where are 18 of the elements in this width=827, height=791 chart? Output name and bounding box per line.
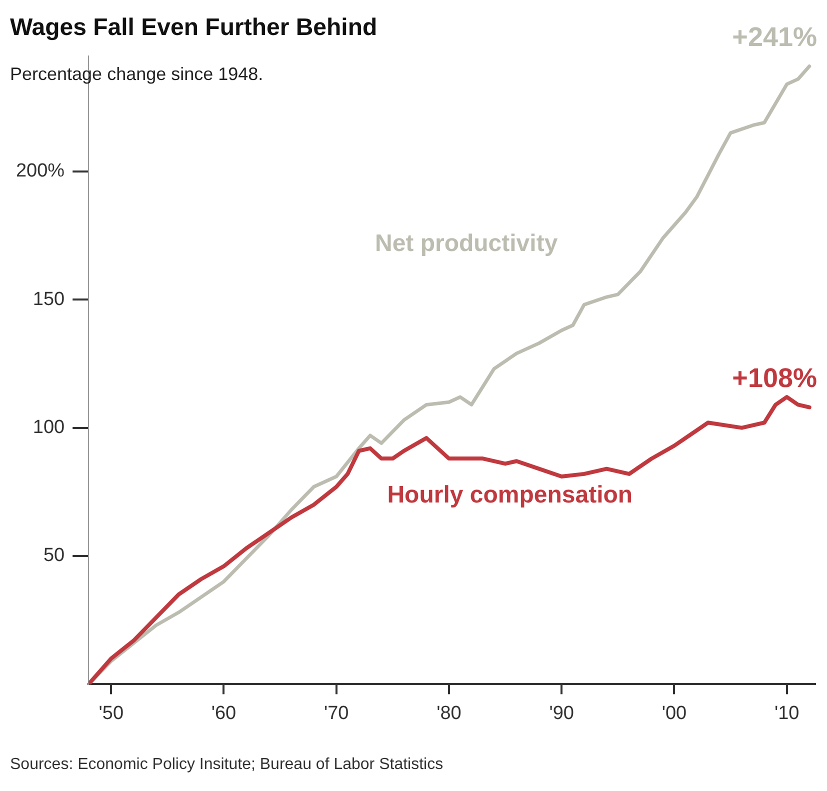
x-tick-label: '50 bbox=[98, 702, 124, 724]
source-note: Sources: Economic Policy Insitute; Bureau of Labor Statistics bbox=[10, 756, 444, 774]
y-tick-label: 150 bbox=[32, 288, 65, 310]
x-tick-label: '80 bbox=[436, 702, 462, 724]
x-tick-label: '60 bbox=[211, 702, 236, 724]
series-label: Hourly compensation bbox=[387, 481, 633, 508]
x-tick-label: '10 bbox=[774, 702, 800, 724]
x-tick-label: '00 bbox=[662, 702, 687, 724]
y-tick-label: 100 bbox=[32, 417, 65, 438]
x-tick-label: '70 bbox=[324, 702, 349, 724]
x-tick-label: '90 bbox=[549, 702, 574, 724]
text: Net productivity bbox=[374, 230, 558, 258]
y-tick-label: 50 bbox=[43, 545, 65, 566]
y-tick-label: 200% bbox=[16, 160, 65, 182]
annotation: +241% bbox=[732, 22, 817, 52]
annotation: +108% bbox=[732, 363, 817, 394]
chart-title: Wages Fall Even Further Behind bbox=[10, 14, 378, 42]
chart-subtitle: Percentage change since 1948. bbox=[10, 64, 264, 85]
